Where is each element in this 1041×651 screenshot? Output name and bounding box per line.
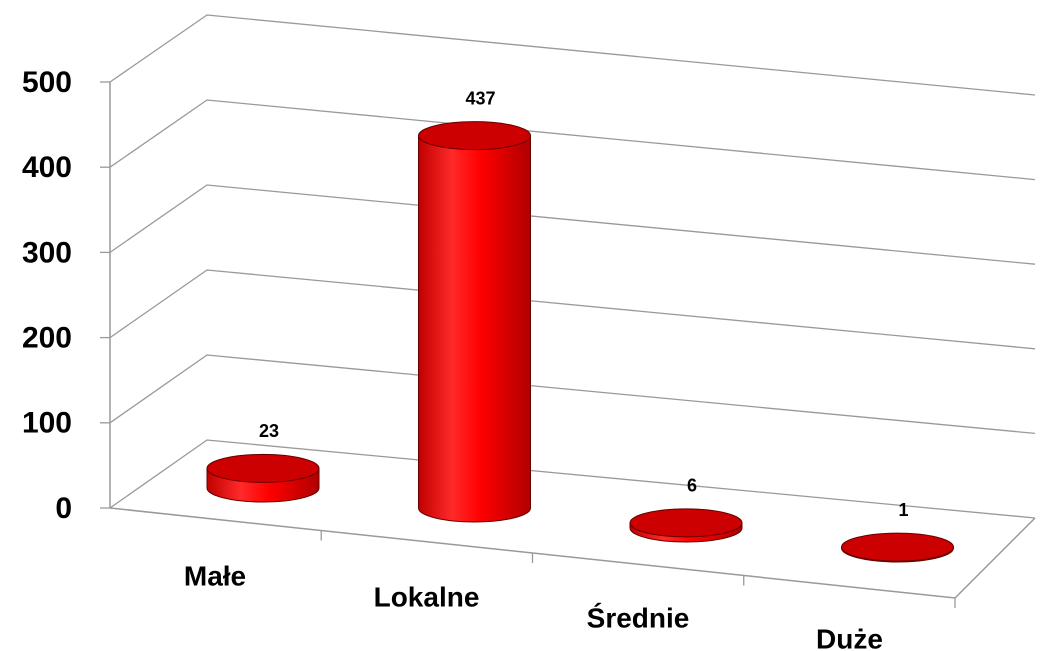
grid-line: [109, 269, 1036, 350]
grid-line: [109, 14, 1036, 96]
x-tick-label: Małe: [184, 560, 246, 591]
bar-top: [841, 532, 954, 562]
y-tick-label: 200: [22, 322, 72, 355]
bar-top: [206, 453, 320, 483]
data-label: 437: [465, 88, 495, 108]
bar-top: [629, 508, 743, 538]
data-label: 23: [259, 421, 279, 441]
data-label: 6: [687, 476, 697, 496]
grid-line: [109, 354, 1036, 435]
grid: 0 100 200 300 400 500: [22, 14, 1036, 608]
bar-top: [418, 121, 531, 151]
y-tick-label: 400: [22, 151, 72, 184]
y-tick-label: 0: [55, 492, 72, 525]
y-tick-label: 100: [22, 407, 72, 440]
grid-line: [109, 99, 1036, 181]
x-tick-label: Średnie: [587, 602, 690, 633]
y-tick-label: 500: [22, 66, 72, 99]
y-tick-label: 300: [22, 236, 72, 269]
data-label: 1: [898, 500, 908, 520]
x-tick-label: Lokalne: [374, 581, 480, 612]
marks: Małe 23 Lokalne 437 Średnie 6 Duże 1: [184, 88, 954, 651]
grid-line: [109, 439, 1036, 519]
bar: [418, 135, 531, 523]
grid-line: [109, 184, 1036, 265]
x-tick-label: Duże: [816, 623, 883, 651]
